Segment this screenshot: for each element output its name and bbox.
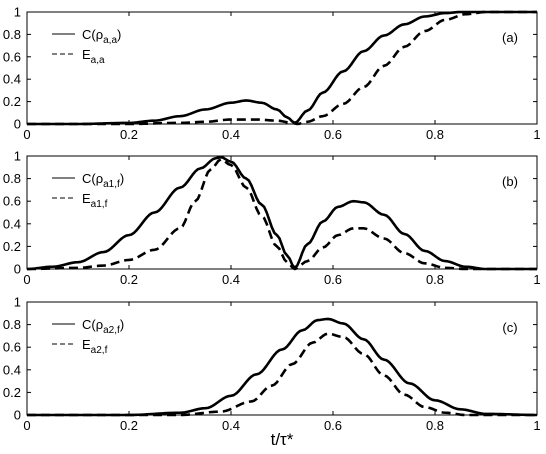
x-tick-label: 0 [23, 418, 30, 433]
legend-label: Ea,a [82, 47, 105, 66]
y-tick-label: 0 [14, 262, 21, 277]
x-tick-label: 0.4 [222, 272, 240, 287]
legend-label: Ea2,f [82, 337, 108, 356]
panel-2: 0 0.2 0.4 0.6 0.8 1 0 0.2 0.4 0.6 0.8 1 (c) C(ρa2,f)E… [3, 295, 541, 450]
y-tick-label: 0.4 [3, 72, 21, 87]
series-line-c-0 [27, 10, 537, 126]
y-tick-label: 0.8 [3, 171, 21, 186]
y-tick-label: 0.8 [3, 317, 21, 332]
y-tick-label: 1 [14, 5, 21, 20]
panel-0: 0 0.2 0.4 0.6 0.8 1 0 0.2 0.4 0.6 0.8 1 (a) C(ρa,a)Ea… [3, 5, 541, 143]
x-tick-label: 0.4 [222, 127, 240, 142]
y-tick-label: 0.2 [3, 94, 21, 109]
y-tick-label: 0.2 [3, 239, 21, 254]
x-tick-label: 0.2 [120, 418, 138, 433]
x-tick-label: 0 [23, 127, 30, 142]
y-tick-label: 0.2 [3, 385, 21, 400]
legend-label: C(ρa1,f) [82, 171, 124, 190]
legend-label: Ea1,f [82, 191, 108, 210]
y-tick-label: 0 [14, 408, 21, 423]
legend-label: C(ρa2,f) [82, 317, 124, 336]
y-tick-label: 0 [14, 117, 21, 132]
axes-frame [26, 155, 538, 270]
y-tick-label: 1 [14, 295, 21, 310]
series-line-e-1 [26, 158, 537, 271]
y-tick-label: 0.6 [3, 194, 21, 209]
x-tick-label: 0.4 [222, 418, 240, 433]
x-tick-label: 1 [533, 418, 540, 433]
legend-label: C(ρa,a) [82, 27, 121, 46]
y-tick-label: 0.6 [3, 49, 21, 64]
x-tick-label: 1 [533, 127, 540, 142]
x-tick-label: 0.6 [324, 127, 342, 142]
panel-label: (c) [502, 320, 517, 335]
panel-1: 0 0.2 0.4 0.6 0.8 1 0 0.2 0.4 0.6 0.8 1 (b) C(ρa1,f)E… [3, 149, 541, 288]
x-tick-label: 0.2 [120, 127, 138, 142]
y-tick-label: 1 [14, 149, 21, 164]
x-tick-label: 0.8 [426, 272, 444, 287]
x-tick-label: 0 [23, 272, 30, 287]
x-tick-label: 0.6 [324, 272, 342, 287]
y-tick-label: 0.6 [3, 340, 21, 355]
series-line-c-1 [26, 155, 537, 271]
y-tick-label: 0.4 [3, 362, 21, 377]
x-axis-label: t/τ* [271, 430, 294, 449]
series-line-e-0 [27, 10, 537, 126]
axes-frame [26, 301, 538, 416]
x-tick-label: 1 [533, 272, 540, 287]
y-tick-label: 0.8 [3, 27, 21, 42]
axes-frame [26, 11, 538, 125]
panel-label: (b) [502, 174, 518, 189]
panel-label: (a) [502, 30, 518, 45]
x-tick-label: 0.2 [120, 272, 138, 287]
y-tick-label: 0.4 [3, 216, 21, 231]
x-tick-label: 0.8 [426, 418, 444, 433]
x-tick-label: 0.8 [426, 127, 444, 142]
x-tick-label: 0.6 [324, 418, 342, 433]
